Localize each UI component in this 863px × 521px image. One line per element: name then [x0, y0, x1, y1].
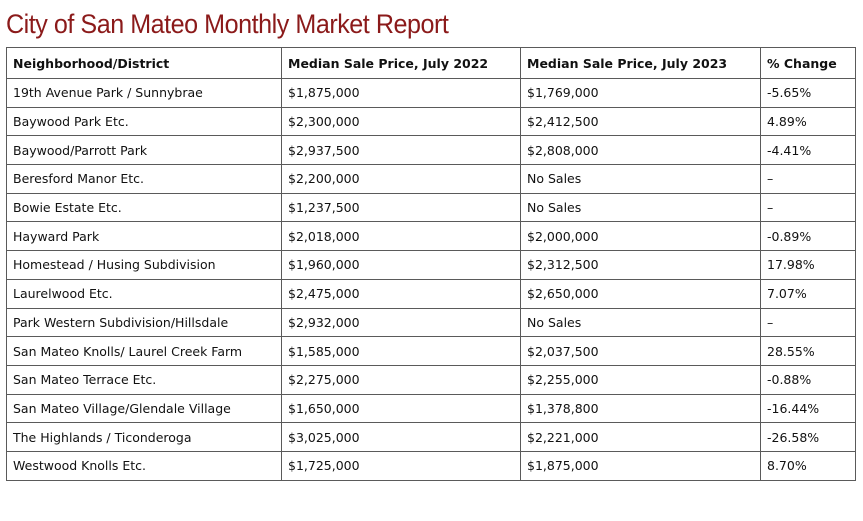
cell-neighborhood: Laurelwood Etc.: [6, 278, 282, 309]
cell-percent-change: -0.88%: [760, 364, 856, 395]
cell-price-2023: No Sales: [520, 164, 761, 194]
cell-price-2023: $2,037,500: [520, 336, 761, 366]
cell-price-2022: $3,025,000: [281, 422, 521, 452]
cell-percent-change: 8.70%: [760, 450, 856, 481]
table-row: Park Western Subdivision/Hillsdale $2,932…: [6, 307, 856, 338]
cell-price-2023: $2,000,000: [520, 221, 761, 252]
cell-percent-change: -16.44%: [760, 393, 856, 424]
table-row: Homestead / Husing Subdivision $1,960,000…: [6, 250, 856, 280]
cell-percent-change: 17.98%: [760, 250, 856, 280]
cell-price-2022: $1,650,000: [281, 393, 521, 424]
cell-price-2023: $2,312,500: [520, 250, 761, 280]
cell-neighborhood: Homestead / Husing Subdivision: [6, 250, 282, 280]
cell-neighborhood: The Highlands / Ticonderoga: [6, 422, 282, 452]
cell-price-2022: $1,585,000: [281, 336, 521, 366]
page-title: City of San Mateo Monthly Market Report: [6, 9, 449, 39]
cell-price-2022: $1,237,500: [281, 192, 521, 223]
table-row: The Highlands / Ticonderoga $3,025,000 $2,…: [6, 422, 856, 452]
cell-price-2022: $1,725,000: [281, 450, 521, 481]
header-percent-change: % Change: [760, 47, 856, 79]
cell-price-2022: $1,875,000: [281, 78, 521, 108]
cell-neighborhood: San Mateo Terrace Etc.: [6, 364, 282, 395]
cell-neighborhood: Bowie Estate Etc.: [6, 192, 282, 223]
table-row: 19th Avenue Park / Sunnybrae $1,875,000 $1…: [6, 78, 856, 108]
market-table: Neighborhood/District Median Sale Price, …: [6, 47, 856, 481]
header-row: Neighborhood/District Median Sale Price, …: [6, 47, 856, 79]
cell-price-2023: $1,875,000: [520, 450, 761, 481]
cell-price-2022: $2,200,000: [281, 164, 521, 194]
cell-percent-change: -26.58%: [760, 422, 856, 452]
cell-price-2022: $2,275,000: [281, 364, 521, 395]
cell-price-2023: $2,221,000: [520, 422, 761, 452]
table-body: 19th Avenue Park / Sunnybrae $1,875,000 $1…: [6, 78, 856, 481]
cell-neighborhood: Beresford Manor Etc.: [6, 164, 282, 194]
cell-neighborhood: San Mateo Village/Glendale Village: [6, 393, 282, 424]
cell-percent-change: –: [760, 164, 856, 194]
cell-percent-change: 7.07%: [760, 278, 856, 309]
table-row: Westwood Knolls Etc. $1,725,000 $1,875,000…: [6, 450, 856, 481]
cell-neighborhood: Park Western Subdivision/Hillsdale: [6, 307, 282, 338]
table-header: Neighborhood/District Median Sale Price, …: [6, 47, 856, 79]
cell-price-2023: $2,412,500: [520, 106, 761, 137]
header-price-2023: Median Sale Price, July 2023: [520, 47, 761, 79]
cell-price-2022: $2,937,500: [281, 135, 521, 166]
header-price-2022: Median Sale Price, July 2022: [281, 47, 521, 79]
table-row: San Mateo Knolls/ Laurel Creek Farm $1,58…: [6, 336, 856, 366]
cell-neighborhood: San Mateo Knolls/ Laurel Creek Farm: [6, 336, 282, 366]
table-row: Baywood/Parrott Park $2,937,500 $2,808,000…: [6, 135, 856, 166]
cell-neighborhood: Westwood Knolls Etc.: [6, 450, 282, 481]
table-row: Bowie Estate Etc. $1,237,500 No Sales –: [6, 192, 856, 223]
cell-price-2023: $1,378,800: [520, 393, 761, 424]
cell-price-2022: $2,932,000: [281, 307, 521, 338]
cell-price-2023: $2,650,000: [520, 278, 761, 309]
header-neighborhood: Neighborhood/District: [6, 47, 282, 79]
cell-percent-change: -4.41%: [760, 135, 856, 166]
cell-percent-change: -0.89%: [760, 221, 856, 252]
cell-neighborhood: Baywood/Parrott Park: [6, 135, 282, 166]
cell-neighborhood: Hayward Park: [6, 221, 282, 252]
cell-percent-change: –: [760, 192, 856, 223]
table-row: Baywood Park Etc. $2,300,000 $2,412,500 4.8…: [6, 106, 856, 137]
table-row: Beresford Manor Etc. $2,200,000 No Sales –: [6, 164, 856, 194]
cell-percent-change: -5.65%: [760, 78, 856, 108]
table-row: Laurelwood Etc. $2,475,000 $2,650,000 7.07%: [6, 278, 856, 309]
cell-price-2022: $1,960,000: [281, 250, 521, 280]
cell-percent-change: –: [760, 307, 856, 338]
table-row: San Mateo Village/Glendale Village $1,650…: [6, 393, 856, 424]
table-row: San Mateo Terrace Etc. $2,275,000 $2,255,0…: [6, 364, 856, 395]
cell-price-2023: No Sales: [520, 307, 761, 338]
cell-percent-change: 28.55%: [760, 336, 856, 366]
cell-neighborhood: 19th Avenue Park / Sunnybrae: [6, 78, 282, 108]
cell-price-2023: $2,255,000: [520, 364, 761, 395]
cell-neighborhood: Baywood Park Etc.: [6, 106, 282, 137]
cell-price-2022: $2,018,000: [281, 221, 521, 252]
cell-price-2023: No Sales: [520, 192, 761, 223]
cell-price-2022: $2,300,000: [281, 106, 521, 137]
cell-price-2023: $1,769,000: [520, 78, 761, 108]
cell-price-2022: $2,475,000: [281, 278, 521, 309]
cell-price-2023: $2,808,000: [520, 135, 761, 166]
cell-percent-change: 4.89%: [760, 106, 856, 137]
table-row: Hayward Park $2,018,000 $2,000,000 -0.89%: [6, 221, 856, 252]
